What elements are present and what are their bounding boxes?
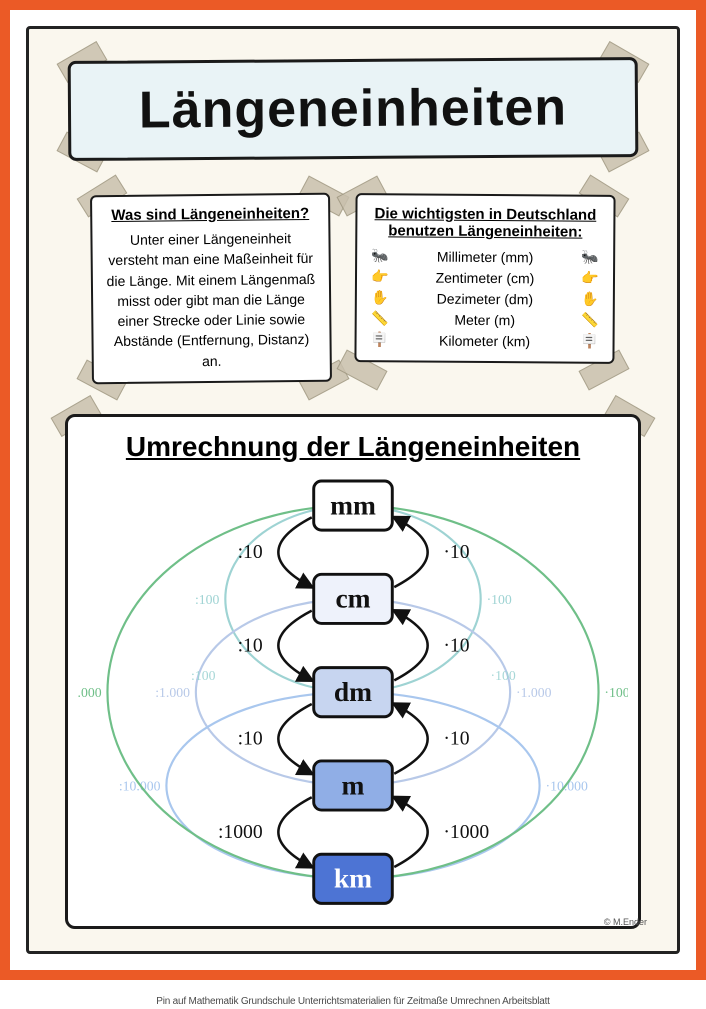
svg-text:·10.000: ·10.000 [546,778,589,793]
unit-row: 🪧Kilometer (km)🪧 [368,329,600,352]
unit-icon: 🐜 [369,247,391,264]
units-box: Die wichtigsten in Deutschland benutzen … [354,193,615,364]
svg-text:·1000: ·1000 [443,821,489,843]
units-list: 🐜Millimeter (mm)🐜👉Zentimeter (cm)👉✋Dezim… [368,245,601,352]
unit-row: ✋Dezimeter (dm)✋ [369,287,601,310]
unit-icon: 📏 [369,310,391,327]
unit-label: Kilometer (km) [391,332,579,349]
svg-text::100: :100 [195,592,220,607]
unit-node-km: km [314,854,393,903]
title-card: Längeneinheiten [68,57,639,161]
svg-text:km: km [334,863,372,894]
svg-text:dm: dm [334,676,372,707]
unit-icon: 🪧 [579,333,601,350]
unit-node-cm: cm [314,574,393,623]
svg-text:·10: ·10 [443,541,469,563]
units-heading: Die wichtigsten in Deutschland benutzen … [369,205,601,241]
unit-label: Dezimeter (dm) [391,290,579,307]
page-title: Längeneinheiten [139,78,568,141]
conversion-box: Umrechnung der Längeneinheiten :100 ·100:… [65,414,641,929]
svg-text:·100: ·100 [487,592,512,607]
svg-text:·10: ·10 [443,634,469,656]
definition-body: Unter einer Längeneinheit versteht man e… [104,228,317,372]
svg-text::100: :100 [191,668,216,683]
svg-text:m: m [342,769,365,800]
svg-text::1.000: :1.000 [155,685,190,700]
definition-heading: Was sind Längeneinheiten? [104,205,316,224]
unit-row: 🐜Millimeter (mm)🐜 [369,245,601,268]
conversion-diagram: :100·100:1.000·1.000:10.000·10.000:100.0… [78,467,628,937]
unit-icon: 👉 [369,268,391,285]
credit-text: © M.Ender [604,917,647,927]
unit-icon: 📏 [579,312,601,329]
svg-text::10: :10 [238,634,263,656]
unit-node-mm: mm [314,481,393,530]
unit-node-m: m [314,761,393,810]
svg-text:mm: mm [330,489,376,520]
footer-caption: Pin auf Mathematik Grundschule Unterrich… [0,996,706,1007]
unit-icon: 🪧 [369,331,391,348]
definition-box: Was sind Längeneinheiten? Unter einer Lä… [90,193,332,385]
poster: Längeneinheiten Was sind Längeneinheiten… [26,26,680,954]
unit-label: Millimeter (mm) [391,248,579,265]
svg-text::1000: :1000 [218,821,263,843]
outer-frame: Längeneinheiten Was sind Längeneinheiten… [0,0,706,980]
unit-row: 👉Zentimeter (cm)👉 [369,266,601,289]
unit-icon: 👉 [579,270,601,287]
unit-label: Meter (m) [391,311,579,328]
unit-icon: 🐜 [579,249,601,266]
svg-text:cm: cm [335,583,370,614]
conversion-svg: :100·100:1.000·1.000:10.000·10.000:100.0… [78,467,628,937]
unit-icon: ✋ [579,291,601,308]
unit-row: 📏Meter (m)📏 [369,308,601,331]
unit-node-dm: dm [314,668,393,717]
svg-text:·10: ·10 [443,728,469,750]
svg-text:·100: ·100 [491,668,516,683]
svg-text::100.000: :100.000 [78,685,102,700]
conversion-title: Umrechnung der Längeneinheiten [78,431,628,463]
svg-text:·100.000: ·100.000 [604,685,628,700]
svg-text:·1.000: ·1.000 [516,685,552,700]
unit-label: Zentimeter (cm) [391,269,579,286]
svg-text::10: :10 [238,541,263,563]
unit-icon: ✋ [369,289,391,306]
svg-text::10: :10 [238,728,263,750]
